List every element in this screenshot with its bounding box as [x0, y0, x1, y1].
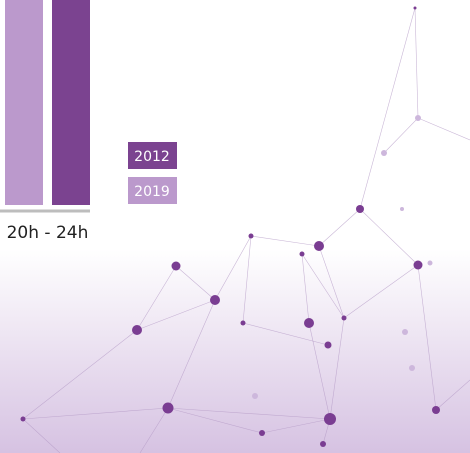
decorative-network: [20, 6, 470, 453]
legend-swatch: [128, 142, 177, 169]
legend-swatch: [128, 177, 177, 204]
legend-label: 2012: [134, 149, 170, 165]
legend-label: 2019: [134, 184, 170, 200]
bar: [5, 0, 43, 205]
bar: [52, 0, 90, 205]
x-tick-label: 20h - 24h: [7, 223, 89, 243]
